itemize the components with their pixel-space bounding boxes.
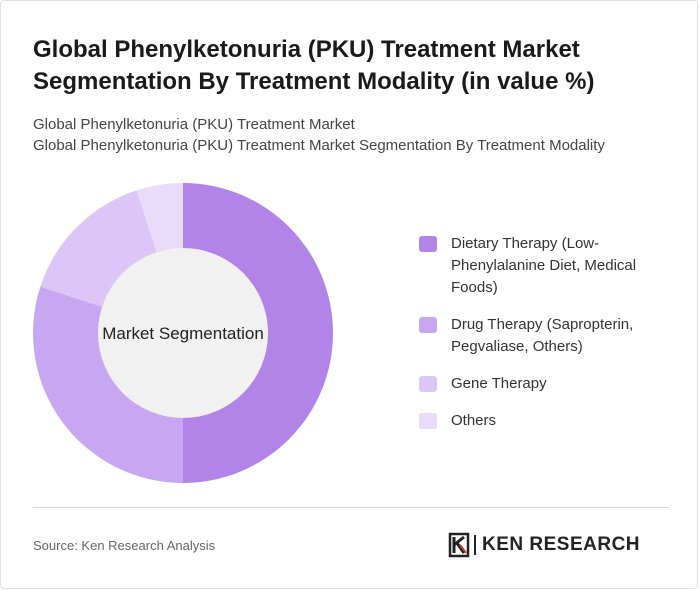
- donut-hole: [98, 248, 268, 418]
- donut-chart: Market Segmentation: [32, 183, 333, 483]
- subtitle-line-2: Global Phenylketonuria (PKU) Treatment M…: [33, 137, 605, 154]
- legend-label: Drug Therapy (Sapropterin, Pegvaliase, O…: [451, 316, 634, 355]
- logo-separator: [474, 535, 476, 555]
- center-label: Market Segmentation: [102, 324, 264, 343]
- chart-title: Global Phenylketonuria (PKU) Treatment M…: [33, 36, 595, 95]
- logo-text: KEN RESEARCH: [482, 534, 641, 555]
- source-note: Source: Ken Research Analysis: [33, 538, 216, 553]
- ken-research-logo-icon: [448, 532, 470, 558]
- legend: Dietary Therapy (Low-Phenylalanine Diet,…: [419, 233, 659, 447]
- ken-research-logo: KEN RESEARCH: [448, 532, 640, 558]
- legend-item: Others: [419, 410, 659, 432]
- legend-item: Dietary Therapy (Low-Phenylalanine Diet,…: [419, 233, 659, 299]
- legend-item: Drug Therapy (Sapropterin, Pegvaliase, O…: [419, 314, 659, 358]
- legend-swatch: [419, 413, 437, 429]
- legend-label: Dietary Therapy (Low-Phenylalanine Diet,…: [451, 235, 637, 296]
- legend-swatch: [419, 317, 437, 333]
- legend-item: Gene Therapy: [419, 373, 659, 395]
- legend-label: Others: [451, 412, 497, 429]
- footer-divider: [33, 507, 669, 508]
- legend-label: Gene Therapy: [451, 375, 547, 392]
- legend-swatch: [419, 236, 437, 252]
- subtitle-line-1: Global Phenylketonuria (PKU) Treatment M…: [33, 116, 355, 133]
- chart-subtitle: Global Phenylketonuria (PKU) Treatment M…: [33, 114, 673, 156]
- legend-swatch: [419, 376, 437, 392]
